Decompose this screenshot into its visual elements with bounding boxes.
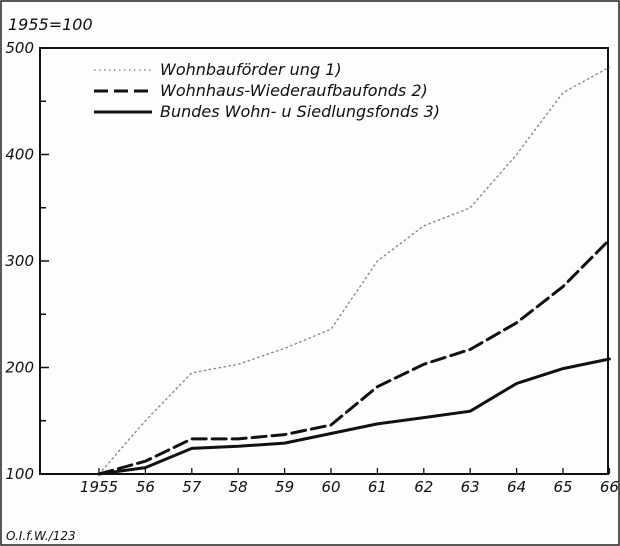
y-tick-label: 300 — [5, 252, 34, 270]
x-tick-label: 65 — [553, 478, 572, 496]
x-axis: 1955 56 57 58 59 60 61 62 63 64 65 66 — [80, 468, 619, 496]
x-tick-label: 61 — [368, 478, 387, 496]
x-tick-label: 57 — [182, 478, 202, 496]
y-tick-label: 200 — [5, 359, 34, 377]
source-note: O.I.f.W./123 — [6, 529, 76, 543]
series-wiederaufbaufonds — [97, 238, 611, 476]
y-axis-label: 1955=100 — [8, 15, 93, 34]
legend-label-wiederaufbaufonds: Wohnhaus-Wiederaufbaufonds 2) — [160, 81, 428, 100]
series-wohnbaufoerderung — [98, 66, 611, 475]
x-tick-label: 60 — [321, 478, 340, 496]
x-tick-label: 59 — [275, 478, 294, 496]
legend-label-siedlungsfonds: Bundes Wohn- u Siedlungsfonds 3) — [160, 102, 440, 121]
x-tick-label: 58 — [229, 478, 248, 496]
x-tick-label: 63 — [461, 478, 480, 496]
legend: Wohnbauförder ung 1) Wohnhaus-Wiederaufb… — [94, 60, 440, 121]
x-tick-label: 66 — [600, 478, 619, 496]
x-tick-label: 56 — [136, 478, 155, 496]
y-tick-label: 400 — [5, 146, 34, 164]
series-siedlungsfonds — [97, 357, 611, 476]
y-tick-label: 500 — [5, 39, 34, 57]
x-tick-label: 1955 — [80, 478, 118, 496]
y-axis: 100 200 300 400 500 — [5, 39, 49, 483]
x-tick-label: 64 — [507, 478, 526, 496]
series-layer — [97, 66, 611, 476]
x-tick-label: 62 — [414, 478, 433, 496]
legend-label-wohnbaufoerderung: Wohnbauförder ung 1) — [160, 60, 342, 79]
y-tick-label: 100 — [5, 465, 34, 483]
